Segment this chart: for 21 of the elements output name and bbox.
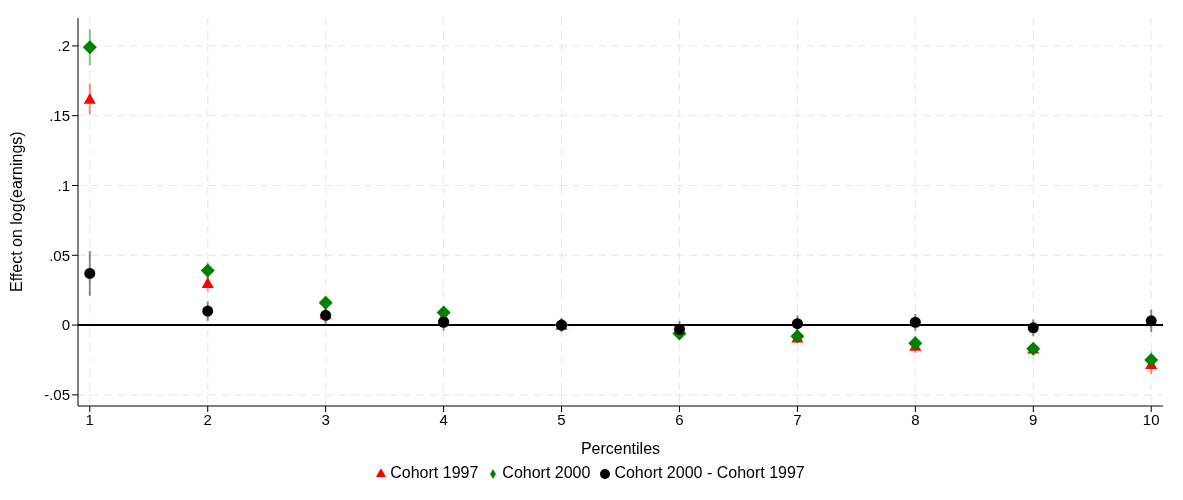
y-tick-label: .2 <box>57 37 70 55</box>
x-tick-label: 10 <box>1142 410 1160 428</box>
y-tick-label: -.05 <box>44 386 70 404</box>
x-tick-label: 5 <box>557 410 566 428</box>
y-tick-label: .15 <box>49 107 70 125</box>
x-tick-label: 3 <box>321 410 330 428</box>
y-axis-title: Effect on log(earnings) <box>7 131 25 292</box>
y-tick-label: .05 <box>49 246 70 264</box>
x-tick-label: 9 <box>1029 410 1038 428</box>
x-tick-label: 4 <box>439 410 448 428</box>
x-tick-label: 2 <box>203 410 212 428</box>
legend-label: Cohort 2000 <box>502 464 591 481</box>
legend-label: Cohort 1997 <box>390 464 479 481</box>
x-tick-label: 7 <box>793 410 802 428</box>
y-tick-label: 0 <box>61 316 70 334</box>
y-tick-label: .1 <box>57 176 70 194</box>
x-tick-label: 1 <box>85 410 94 428</box>
x-tick-label: 6 <box>675 410 684 428</box>
legend-label: Cohort 2000 - Cohort 1997 <box>614 464 805 481</box>
x-tick-label: 8 <box>911 410 920 428</box>
x-axis-title: Percentiles <box>580 440 661 457</box>
